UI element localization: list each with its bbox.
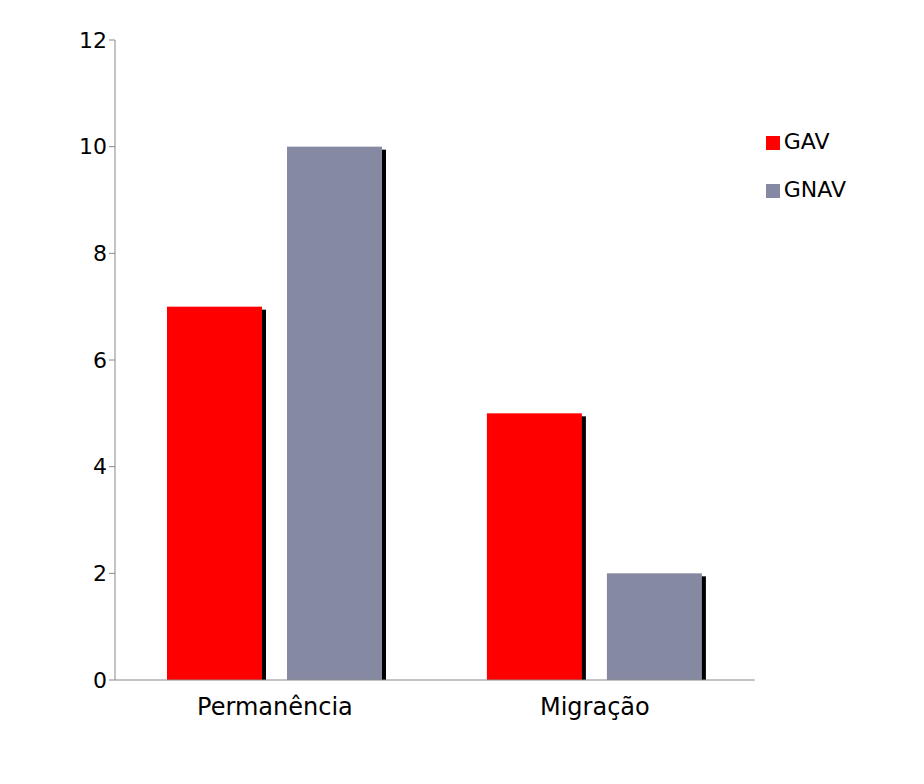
svg-text:0: 0 bbox=[93, 668, 107, 693]
html-text:GAV: GAV bbox=[783, 129, 830, 154]
svg-text:6: 6 bbox=[93, 348, 107, 373]
svg-text:4: 4 bbox=[93, 454, 107, 479]
svg-text:Migração: Migração bbox=[540, 693, 650, 721]
svg-text:12: 12 bbox=[79, 28, 107, 53]
svg-text:10: 10 bbox=[79, 134, 107, 159]
svg-text:8: 8 bbox=[93, 241, 107, 266]
svg-text:2: 2 bbox=[93, 561, 107, 586]
svg-text:Permanência: Permanência bbox=[197, 693, 353, 721]
html-text:GNAV: GNAV bbox=[783, 177, 846, 202]
